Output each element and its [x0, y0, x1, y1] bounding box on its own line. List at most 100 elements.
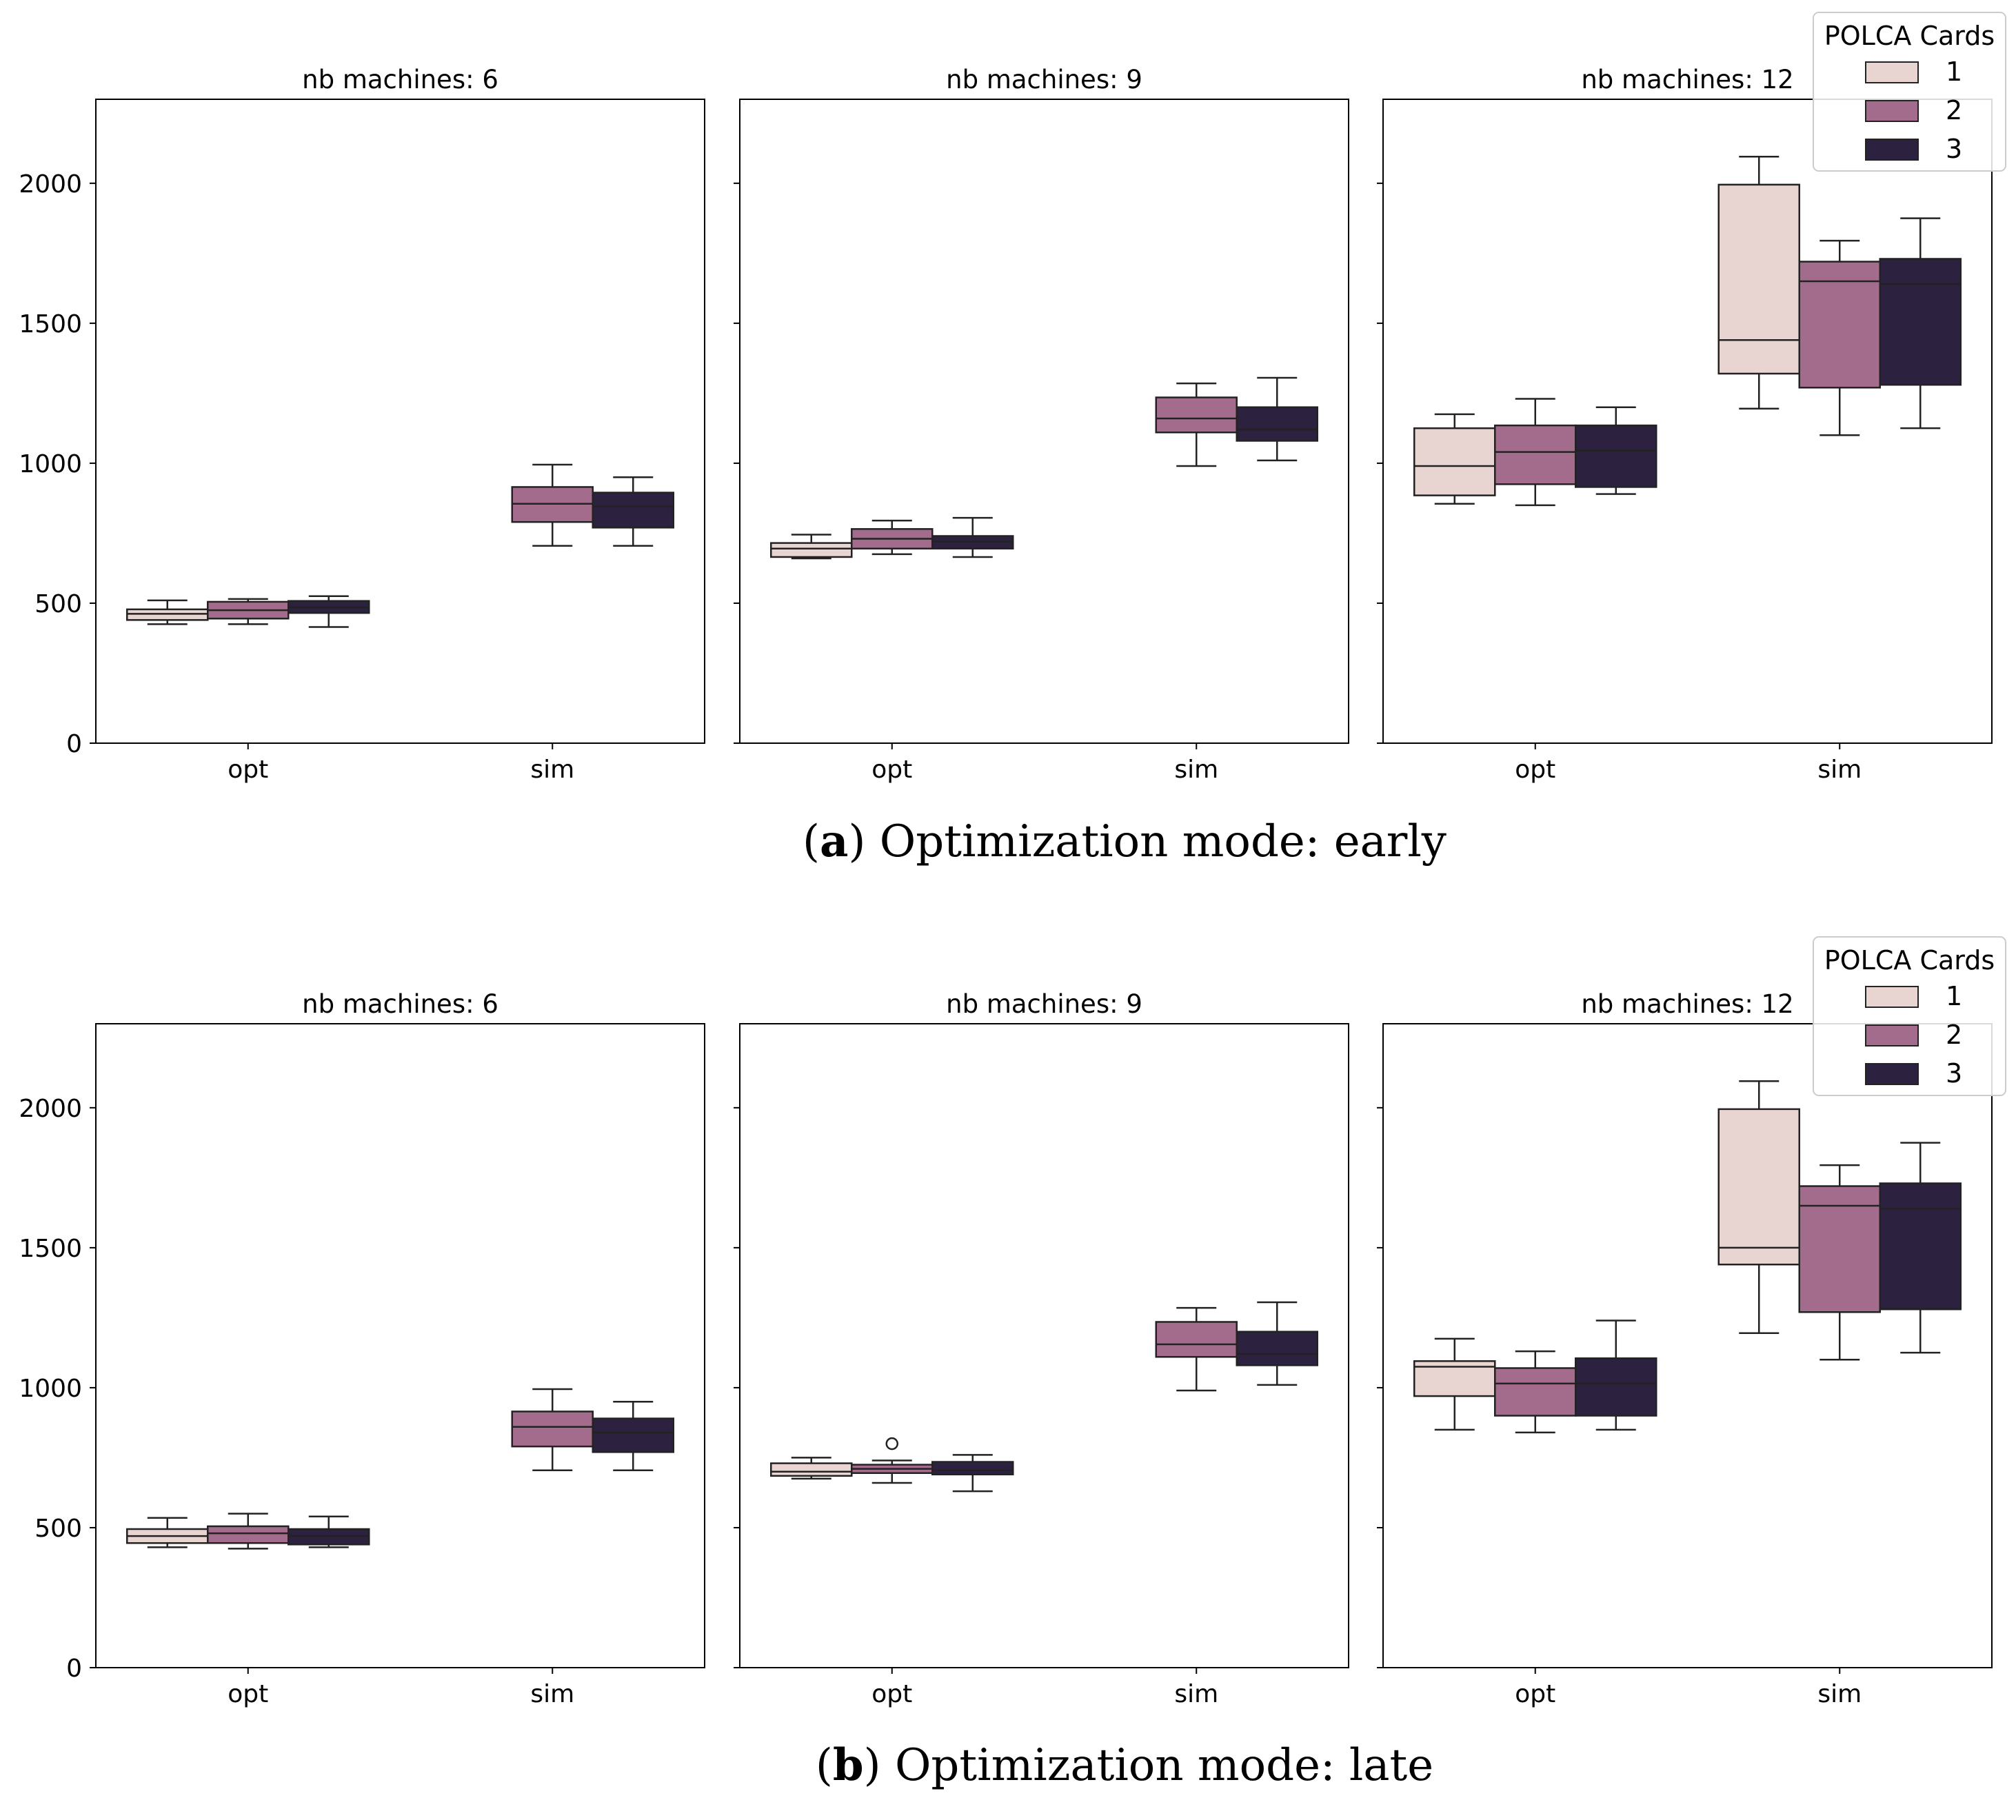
legend-label-1: 1 [1946, 57, 1962, 87]
box-body [1494, 424, 1577, 485]
x-tick-label: sim [530, 756, 574, 784]
legend-swatch-3 [1865, 1063, 1919, 1085]
panel-frame [1382, 1023, 1993, 1668]
panel-frame [95, 1023, 705, 1668]
box-sim-cards-3 [1879, 1142, 1962, 1354]
outlier-point [885, 1437, 898, 1450]
legend-label-3: 3 [1946, 134, 1962, 164]
legend-title: POLCA Cards [1824, 945, 1995, 975]
box-sim-cards-2 [1798, 239, 1881, 436]
box-sim-cards-2 [1155, 1306, 1238, 1392]
box-opt-cards-1 [770, 1457, 853, 1480]
box-sim-cards-2 [511, 1388, 594, 1471]
box-body [1717, 183, 1800, 375]
panel-title: nb machines: 6 [302, 65, 498, 94]
box-opt-cards-3 [288, 595, 370, 628]
box-opt-cards-2 [851, 519, 934, 556]
box-opt-cards-1 [770, 534, 853, 560]
box-body [1236, 406, 1318, 442]
legend-swatch-2 [1865, 1024, 1919, 1046]
legend-frame [1813, 12, 2006, 172]
x-tick-label: opt [1515, 1680, 1555, 1708]
box-body [770, 1462, 853, 1477]
panel-title: nb machines: 12 [1581, 989, 1793, 1019]
y-tick-label: 1500 [19, 310, 82, 338]
box-opt-cards-1 [126, 1517, 209, 1548]
caption-letter: a [820, 816, 848, 867]
x-tick-label: opt [1515, 756, 1555, 784]
box-body [1879, 1182, 1962, 1311]
panel-title: nb machines: 6 [302, 989, 498, 1019]
box-body [1717, 1108, 1800, 1266]
figure-caption: (a) Optimization mode: early [803, 816, 1447, 867]
box-sim-cards-3 [592, 1400, 674, 1471]
panel-1: nb machines: 6 0 500 1000 1500 2000 opt sim [19, 65, 705, 784]
panel-frame [95, 99, 705, 744]
legend: POLCA Cards 1 2 3 [1813, 12, 2006, 172]
box-opt-cards-3 [1575, 406, 1657, 495]
box-body [1413, 427, 1496, 496]
y-tick-label: 2000 [19, 1095, 82, 1123]
box-body [1155, 1321, 1238, 1358]
legend-swatch-1 [1865, 986, 1919, 1008]
legend-swatch-1 [1865, 61, 1919, 83]
box-opt-cards-2 [207, 1513, 290, 1550]
panel-title: nb machines: 9 [946, 65, 1142, 94]
caption-text: Optimization mode: late [895, 1740, 1433, 1791]
box-sim-cards-3 [1236, 376, 1318, 462]
box-sim-cards-2 [511, 463, 594, 547]
panel-frame [739, 1023, 1349, 1668]
legend-swatch-3 [1865, 139, 1919, 161]
legend-title: POLCA Cards [1824, 21, 1995, 51]
box-body [1575, 424, 1657, 488]
x-tick-label: sim [530, 1680, 574, 1708]
panel-frame [1382, 99, 1993, 744]
x-tick-label: opt [871, 756, 912, 784]
y-tick-label: 0 [66, 1655, 82, 1683]
box-body [770, 542, 853, 558]
box-body [1155, 396, 1238, 434]
panel-3: nb machines: 12 opt sim [1377, 65, 1993, 784]
box-sim-cards-2 [1155, 382, 1238, 467]
box-opt-cards-1 [1413, 1337, 1496, 1431]
box-sim-cards-3 [592, 476, 674, 547]
y-tick-label: 1000 [19, 450, 82, 478]
box-opt-cards-2 [1494, 1350, 1577, 1434]
x-tick-label: sim [1174, 756, 1218, 784]
box-body [207, 1525, 290, 1544]
caption-paren-open: ( [816, 1740, 833, 1791]
box-body [1798, 1185, 1881, 1313]
box-body [511, 1410, 594, 1448]
box-sim-cards-3 [1879, 217, 1962, 429]
legend-label-2: 2 [1946, 95, 1962, 125]
box-body [592, 1417, 674, 1453]
box-opt-cards-2 [207, 598, 290, 625]
box-opt-cards-3 [288, 1515, 370, 1548]
box-sim-cards-1 [1717, 155, 1800, 410]
y-tick-label: 2000 [19, 170, 82, 199]
box-body [1236, 1331, 1318, 1366]
figure-caption: (b) Optimization mode: late [816, 1739, 1433, 1791]
legend-swatch-2 [1865, 100, 1919, 122]
box-body [592, 492, 674, 529]
box-opt-cards-3 [931, 516, 1014, 558]
box-body [1494, 1367, 1577, 1417]
legend-label-2: 2 [1946, 1020, 1962, 1050]
x-tick-label: sim [1817, 756, 1862, 784]
caption-paren-close: ) [848, 816, 879, 867]
legend: POLCA Cards 1 2 3 [1813, 936, 2006, 1096]
caption-text: Optimization mode: early [880, 816, 1447, 867]
box-body [1798, 261, 1881, 389]
panel-frame [739, 99, 1349, 744]
panel-title: nb machines: 9 [946, 989, 1142, 1019]
y-tick-label: 1000 [19, 1375, 82, 1403]
box-opt-cards-1 [126, 599, 209, 625]
caption-paren-close: ) [864, 1740, 895, 1791]
box-opt-cards-2 [851, 1437, 934, 1484]
box-sim-cards-1 [1717, 1080, 1800, 1334]
panel-2: nb machines: 9 opt sim [734, 989, 1349, 1708]
x-tick-label: opt [871, 1680, 912, 1708]
